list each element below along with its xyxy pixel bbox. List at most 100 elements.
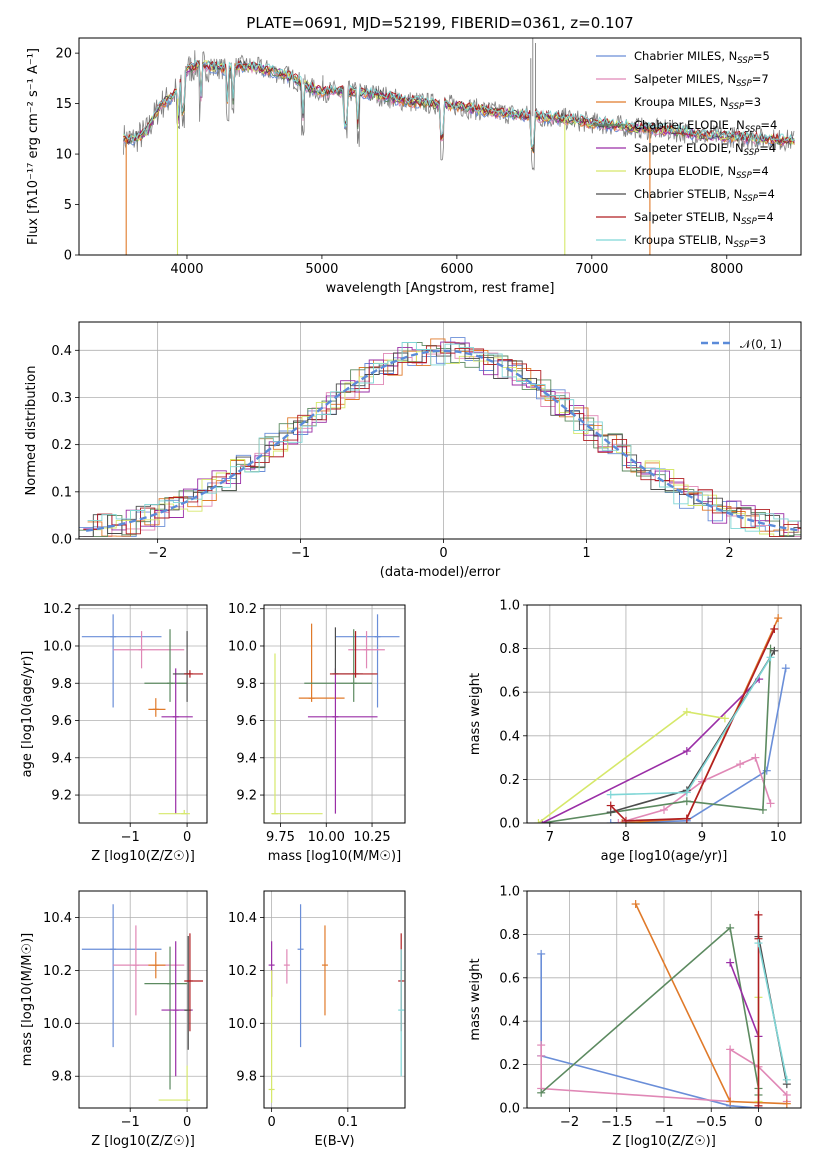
y-tick-label: 0.2 xyxy=(499,773,520,788)
x-tick-label: 9.75 xyxy=(266,830,295,845)
legend-suffix: =4 xyxy=(758,187,775,201)
y-tick-label: 20 xyxy=(55,47,72,62)
y-tick-label: 9.2 xyxy=(236,789,257,804)
model-spectrum-line xyxy=(123,59,795,148)
axes-frame xyxy=(526,604,802,824)
y-tick-label: 0.2 xyxy=(499,1058,520,1073)
x-tick-label: 7 xyxy=(546,830,554,845)
y-tick-label: 0.8 xyxy=(499,928,520,943)
histogram-step xyxy=(87,351,801,538)
y-tick-label: 10.0 xyxy=(43,639,72,654)
x-tick-label: −1 xyxy=(121,830,140,845)
y-tick-label: 10.0 xyxy=(43,1017,72,1032)
legend-name: Kroupa MILES, N xyxy=(634,95,729,109)
y-tick-label: 10.2 xyxy=(228,602,257,617)
x-tick-label: 0 xyxy=(183,1115,191,1130)
legend-subscript: SSP xyxy=(736,171,752,181)
y-tick-label: 0.0 xyxy=(51,533,72,548)
y-tick-label: 9.6 xyxy=(236,714,257,729)
plot-area xyxy=(81,614,204,815)
panel-cumulative-mass-weight-vs-age: 7 8 9 10 0.0 0.2 0.4 0.6 0.8 1.0 age [log10(age/yr… xyxy=(468,599,802,864)
legend-subscript: SSP xyxy=(744,148,760,158)
x-tick-label: 4000 xyxy=(170,262,203,277)
x-tick-label: −2 xyxy=(560,1115,579,1130)
x-tick-label: 9 xyxy=(698,830,706,845)
y-tick-label: 10.4 xyxy=(228,911,257,926)
y-axis-label: age [log10(age/yr)] xyxy=(20,651,35,778)
legend-subscript: SSP xyxy=(742,194,758,204)
x-tick-label: 0 xyxy=(183,830,191,845)
y-tick-label: 9.2 xyxy=(51,789,72,804)
x-tick-label: −2 xyxy=(148,546,167,561)
y-tick-label: 9.6 xyxy=(51,714,72,729)
spectrum-legend: Chabrier MILES, NSSP=5 Salpeter MILES, NS… xyxy=(596,49,777,250)
y-tick-label: 9.4 xyxy=(51,751,72,766)
x-tick-label: 0.1 xyxy=(337,1115,358,1130)
histogram-step xyxy=(87,338,801,537)
legend-name: Salpeter STELIB, N xyxy=(634,210,741,224)
y-axis-label: Flux [fλ10⁻¹⁷ erg cm⁻² s⁻¹ A⁻¹] xyxy=(26,48,41,245)
x-axis-label: wavelength [Angstrom, rest frame] xyxy=(326,281,555,296)
axes-frame xyxy=(263,604,406,824)
mass-weight-line xyxy=(540,1045,788,1103)
plot-area xyxy=(534,614,790,823)
legend-entry: 𝒩(0, 1) xyxy=(740,337,782,351)
legend-name: Kroupa ELODIE, N xyxy=(634,164,736,178)
panel-mass-vs-z: −1 0 9.8 10.0 10.2 10.4 Z [log10(Z/Z☉)] mass [l… xyxy=(20,890,208,1149)
y-tick-label: 9.8 xyxy=(51,1070,72,1085)
panel-age-vs-z: −1 0 9.2 9.4 9.6 9.8 10.0 10.2 Z [log10(Z/Z☉)] ag… xyxy=(20,602,208,864)
y-tick-label: 0.4 xyxy=(499,1015,520,1030)
legend-entry: Chabrier MILES, NSSP=5 xyxy=(634,49,770,66)
x-axis-label: E(B-V) xyxy=(314,1134,354,1149)
x-tick-label: 8 xyxy=(622,830,630,845)
figure-title: PLATE=0691, MJD=52199, FIBERID=0361, z=0… xyxy=(246,14,633,32)
histogram-step xyxy=(79,337,801,538)
x-axis-label: (data-model)/error xyxy=(380,565,501,580)
y-tick-label: 0.8 xyxy=(499,642,520,657)
y-tick-label: 0.4 xyxy=(51,344,72,359)
x-axis-label: age [log10(age/yr)] xyxy=(601,849,728,864)
x-axis-label: mass [log10(M/M☉)] xyxy=(268,849,401,864)
legend-subscript: SSP xyxy=(736,79,752,89)
x-tick-label: 0 xyxy=(439,546,447,561)
legend-suffix: =5 xyxy=(753,49,770,63)
panel-residual-histogram: −2 −1 0 1 2 0.0 0.1 0.2 0.3 0.4 (data-model)/error… xyxy=(24,321,802,580)
x-axis-label: Z [log10(Z/Z☉)] xyxy=(91,849,195,864)
axes-frame xyxy=(78,321,802,540)
y-tick-label: 0.6 xyxy=(499,686,520,701)
y-tick-label: 9.4 xyxy=(236,751,257,766)
mass-weight-line xyxy=(729,962,760,1037)
legend-entry: Chabrier STELIB, NSSP=4 xyxy=(634,187,775,204)
y-tick-label: 10.4 xyxy=(43,911,72,926)
y-tick-label: 0.0 xyxy=(499,817,520,832)
y-tick-label: 10.2 xyxy=(43,602,72,617)
x-tick-label: 8000 xyxy=(710,262,743,277)
legend-subscript: SSP xyxy=(734,240,750,250)
y-tick-label: 1.0 xyxy=(499,599,520,614)
y-tick-label: 0 xyxy=(64,249,72,264)
y-tick-label: 10.2 xyxy=(43,964,72,979)
y-tick-label: 9.8 xyxy=(236,677,257,692)
normal-reference-curve xyxy=(85,349,801,532)
mass-weight-line xyxy=(610,656,772,796)
y-tick-label: 0.3 xyxy=(51,391,72,406)
x-tick-label: −1 xyxy=(121,1115,140,1130)
y-tick-label: 10 xyxy=(55,148,72,163)
panel-age-vs-mass: 9.75 10.00 10.25 9.2 9.4 9.6 9.8 10.0 10.2 mass [… xyxy=(228,602,406,864)
legend-entry: Salpeter MILES, NSSP=7 xyxy=(634,72,769,89)
legend-entry: Salpeter STELIB, NSSP=4 xyxy=(634,210,774,227)
x-tick-label: −1 xyxy=(291,546,310,561)
panel-mass-weight-vs-z: −2 −1.5 −1 −0.5 0 0.0 0.2 0.4 0.6 0.8 1.0 Z [log10(… xyxy=(468,885,802,1149)
legend-entry: Kroupa MILES, NSSP=3 xyxy=(634,95,761,112)
y-tick-label: 10.0 xyxy=(228,1017,257,1032)
x-tick-label: 10.00 xyxy=(308,830,345,845)
x-tick-label: 6000 xyxy=(440,262,473,277)
axes-frame xyxy=(526,890,802,1109)
legend-suffix: =4 xyxy=(752,164,769,178)
mass-weight-line xyxy=(610,668,787,823)
y-tick-label: 0.6 xyxy=(499,971,520,986)
legend-subscript: SSP xyxy=(737,56,753,66)
x-tick-label: 10 xyxy=(770,830,787,845)
